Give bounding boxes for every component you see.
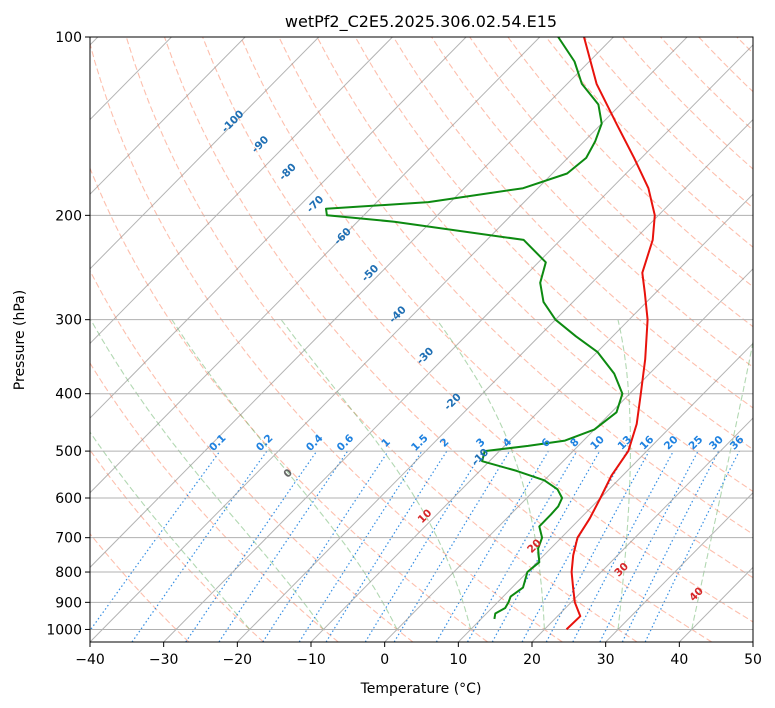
- dry-adiabat-line: [202, 37, 753, 623]
- dry-adiabat-line: [90, 166, 488, 642]
- mixing-ratio-line: [185, 450, 318, 642]
- mixing-ratio-line: [325, 450, 448, 642]
- mixing-ratio-line: [393, 450, 511, 642]
- y-tick-label: 900: [55, 595, 82, 611]
- y-tick-label: 400: [55, 387, 82, 403]
- dry-adiabat-line: [316, 37, 753, 493]
- mixing-ratio-line: [218, 450, 349, 642]
- mixing-ratio-line: [644, 450, 740, 642]
- x-tick-label: 30: [597, 652, 615, 668]
- isotherm-line: [531, 417, 753, 642]
- isotherm-line: [162, 44, 753, 642]
- isotherm-line: [90, 37, 246, 195]
- y-tick-label: 800: [55, 565, 82, 581]
- x-tick-label: 50: [744, 652, 762, 668]
- temperature-line: [565, 37, 656, 631]
- mixing-ratio-line: [621, 450, 720, 642]
- y-tick-label: 500: [55, 444, 82, 460]
- isobar-grid: [90, 37, 753, 630]
- moist-adiabat-line: [691, 339, 753, 630]
- isotherms: [90, 37, 753, 642]
- x-tick-label: −20: [223, 652, 253, 668]
- y-axis-ticks: 100 200 300 400 500 600 700 800 900 1000: [46, 30, 90, 638]
- isotherm-line: [90, 37, 615, 569]
- moist-adiabat-line: [90, 431, 251, 630]
- dry-adiabat-line: [354, 37, 753, 451]
- x-tick-label: 0: [380, 652, 389, 668]
- moist-adiabats: [90, 319, 753, 630]
- isotherm-line: [90, 37, 467, 419]
- x-tick-label: −10: [296, 652, 326, 668]
- y-tick-label: 300: [55, 313, 82, 329]
- x-tick-label: 40: [670, 652, 688, 668]
- isotherm-line: [383, 268, 753, 642]
- x-axis-ticks: −40 −30 −20 −10 0 10 20 30 40 50: [75, 642, 762, 668]
- y-tick-label: 600: [55, 491, 82, 507]
- y-tick-label: 200: [55, 208, 82, 224]
- isotherm-line: [90, 37, 320, 270]
- x-tick-label: 10: [449, 652, 467, 668]
- mixing-ratio-line: [262, 450, 389, 642]
- moist-adiabat-line: [171, 319, 398, 630]
- isotherm-line: [236, 118, 753, 642]
- y-tick-label: 100: [55, 30, 82, 46]
- moist-adiabat-line: [90, 319, 324, 630]
- mixing-ratio-line: [364, 450, 484, 642]
- dewpoint-line: [325, 37, 624, 620]
- mixing-ratio-line: [90, 450, 221, 632]
- dry-adiabat-line: [90, 41, 563, 642]
- mixing-ratio-line: [545, 450, 650, 642]
- y-axis-label: Pressure (hPa): [12, 290, 28, 390]
- profile-series: [325, 37, 656, 631]
- chart-title: wetPf2_C2E5.2025.306.02.54.E15: [285, 12, 557, 32]
- dry-adiabat-line: [90, 532, 190, 642]
- isotherm-line: [90, 37, 541, 494]
- isotherm-line: [90, 37, 688, 642]
- moist-adiabat-line: [280, 319, 472, 630]
- x-tick-label: −30: [149, 652, 179, 668]
- y-tick-label: 700: [55, 531, 82, 547]
- x-tick-label: −40: [75, 652, 105, 668]
- y-tick-label: 1000: [46, 622, 82, 638]
- x-tick-label: 20: [523, 652, 541, 668]
- isotherm-line: [310, 193, 753, 642]
- isotherm-line: [457, 342, 753, 642]
- dry-adiabat-line: [90, 362, 339, 642]
- x-axis-label: Temperature (°C): [360, 681, 482, 697]
- mixing-ratio-line: [298, 450, 423, 642]
- moist-adiabat-line: [436, 319, 545, 630]
- plot-frame: [89, 36, 754, 643]
- isotherm-line: [90, 37, 394, 345]
- isotherm-line: [604, 492, 753, 642]
- dry-adiabat-line: [469, 37, 753, 328]
